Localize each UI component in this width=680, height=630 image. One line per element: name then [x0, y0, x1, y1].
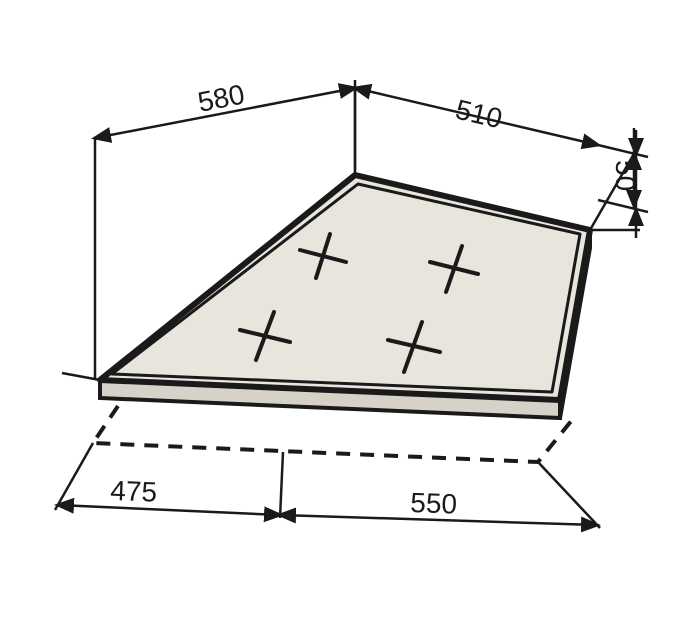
- hob-body: [100, 175, 590, 418]
- cooktop-dimension-diagram: 580 510 50 475 550: [0, 0, 680, 630]
- dim-50: 50: [610, 160, 641, 191]
- dim-475: 475: [110, 475, 158, 508]
- dim-580: 580: [195, 79, 247, 118]
- dim-550: 550: [410, 487, 458, 520]
- top-plate: [100, 175, 590, 400]
- dim-510: 510: [453, 94, 505, 135]
